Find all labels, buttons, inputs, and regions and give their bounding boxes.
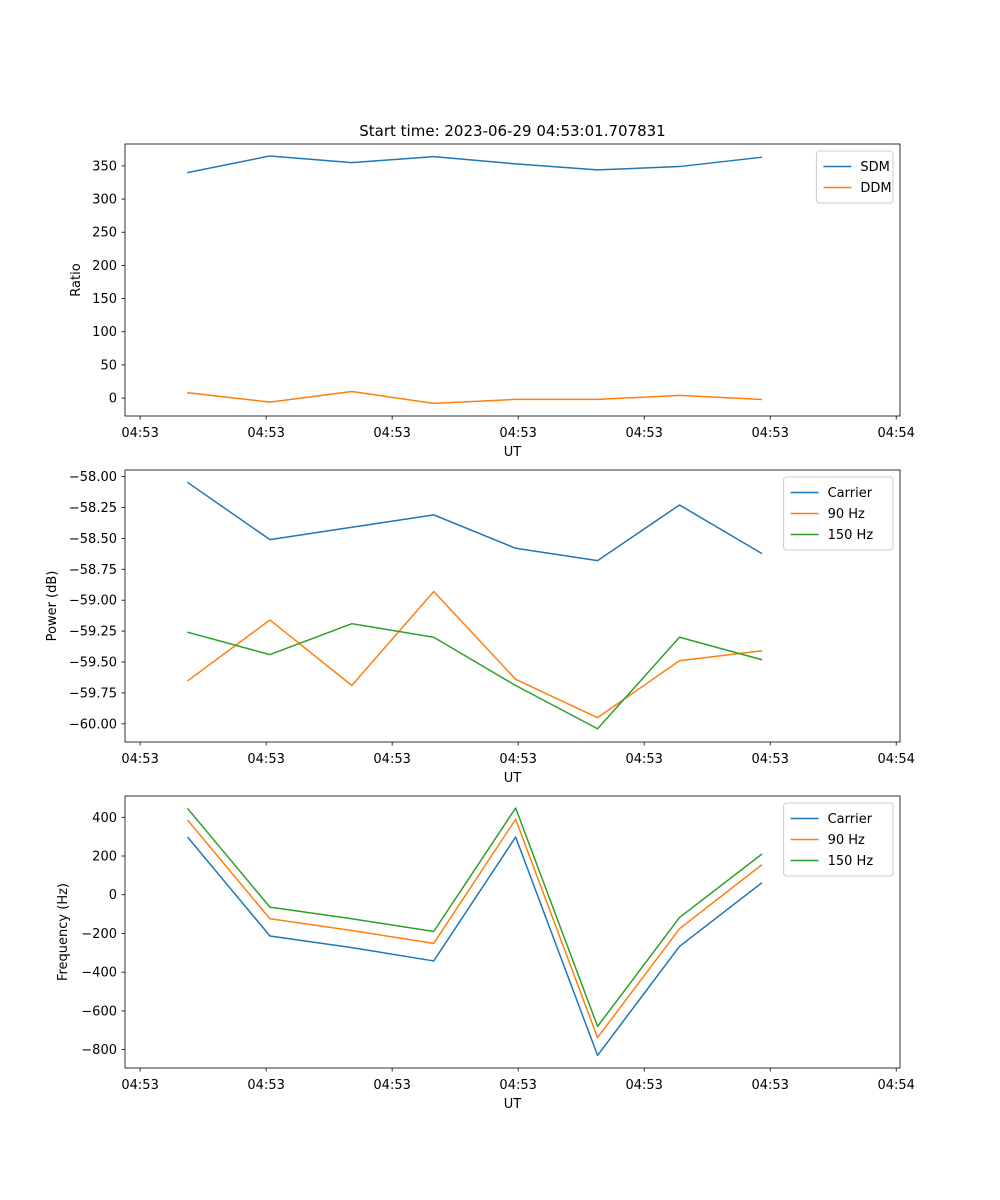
x-axis-label: UT (504, 771, 522, 786)
x-tick-label: 04:53 (121, 426, 158, 441)
x-tick-label: 04:54 (877, 752, 914, 767)
y-tick-label: −59.75 (69, 686, 117, 701)
x-tick-label: 04:53 (625, 1078, 662, 1093)
y-tick-label: 350 (92, 159, 117, 174)
y-tick-label: 0 (109, 888, 117, 903)
series-line (187, 390, 763, 405)
x-tick-label: 04:53 (499, 1078, 536, 1093)
axes-frame (124, 795, 901, 1069)
chart-panels: 04:53 04:53 04:53 04:53 04:53 04:53 04:54 0 50 10… (45, 143, 915, 1112)
legend-label: Carrier (828, 486, 873, 501)
chart-panel-2: 04:53 04:53 04:53 04:53 04:53 04:53 04:54 −60.0… (45, 469, 915, 786)
y-tick-label: 300 (92, 193, 117, 208)
y-tick-label: 250 (92, 226, 117, 241)
x-tick-label: 04:53 (751, 1078, 788, 1093)
series-line (186, 481, 763, 562)
legend-label: 150 Hz (828, 854, 874, 869)
legend-label: 90 Hz (828, 833, 865, 848)
legend: Carrier 90 Hz 150 Hz (783, 802, 894, 877)
chart-panel-3: 04:53 04:53 04:53 04:53 04:53 04:53 04:54 −800 −… (56, 795, 915, 1112)
y-tick-label: 400 (92, 811, 117, 826)
y-tick-label: 100 (92, 325, 117, 340)
y-tick-label: −59.25 (69, 625, 117, 640)
axes-frame (124, 143, 901, 417)
y-tick-label: −58.50 (69, 532, 117, 547)
y-tick-label: −60.00 (69, 717, 117, 732)
series-line (186, 836, 763, 1057)
x-axis-label: UT (504, 445, 522, 460)
legend-label: Carrier (828, 812, 873, 827)
y-tick-label: −600 (81, 1004, 117, 1019)
x-tick-label: 04:53 (625, 426, 662, 441)
legend-box (783, 802, 894, 877)
legend: SDM DDM (815, 150, 894, 204)
y-tick-label: −59.00 (69, 594, 117, 609)
x-tick-label: 04:53 (625, 752, 662, 767)
y-axis-label: Power (dB) (45, 571, 60, 642)
x-tick-label: 04:53 (247, 752, 284, 767)
x-tick-label: 04:53 (499, 426, 536, 441)
series-line (186, 590, 763, 719)
x-tick-label: 04:53 (121, 752, 158, 767)
y-tick-label: −58.00 (69, 470, 117, 485)
legend-box (783, 476, 894, 551)
axes-frame (124, 469, 901, 743)
x-tick-label: 04:54 (877, 1078, 914, 1093)
x-tick-label: 04:53 (373, 1078, 410, 1093)
y-tick-label: −59.50 (69, 656, 117, 671)
y-tick-label: −200 (81, 927, 117, 942)
chart-panel-1: 04:53 04:53 04:53 04:53 04:53 04:53 04:54 0 50 10… (69, 143, 915, 460)
y-tick-label: −58.25 (69, 501, 117, 516)
figure-title: Start time: 2023-06-29 04:53:01.707831 (359, 122, 665, 140)
legend-label: 90 Hz (828, 507, 865, 522)
series-line (186, 818, 763, 1039)
x-tick-label: 04:53 (373, 752, 410, 767)
legend-box (815, 150, 894, 204)
legend-label: SDM (860, 160, 889, 175)
x-tick-label: 04:54 (877, 426, 914, 441)
series-line (186, 807, 763, 1028)
y-tick-label: 0 (109, 392, 117, 407)
series-line (187, 622, 763, 730)
series-line (187, 155, 763, 174)
x-tick-label: 04:53 (373, 426, 410, 441)
x-axis-label: UT (504, 1097, 522, 1112)
x-tick-label: 04:53 (121, 1078, 158, 1093)
y-axis-label: Ratio (69, 263, 84, 296)
y-axis-label: Frequency (Hz) (56, 883, 71, 981)
x-tick-label: 04:53 (751, 752, 788, 767)
legend-label: 150 Hz (828, 528, 874, 543)
y-tick-label: 50 (100, 358, 117, 373)
y-tick-label: 150 (92, 292, 117, 307)
y-tick-label: −400 (81, 966, 117, 981)
y-tick-label: 200 (92, 259, 117, 274)
x-tick-label: 04:53 (499, 752, 536, 767)
y-tick-label: 200 (92, 850, 117, 865)
legend: Carrier 90 Hz 150 Hz (783, 476, 894, 551)
x-tick-label: 04:53 (247, 1078, 284, 1093)
y-tick-label: −58.75 (69, 563, 117, 578)
x-tick-label: 04:53 (247, 426, 284, 441)
x-tick-label: 04:53 (751, 426, 788, 441)
y-tick-label: −800 (81, 1043, 117, 1058)
legend-label: DDM (860, 181, 891, 196)
